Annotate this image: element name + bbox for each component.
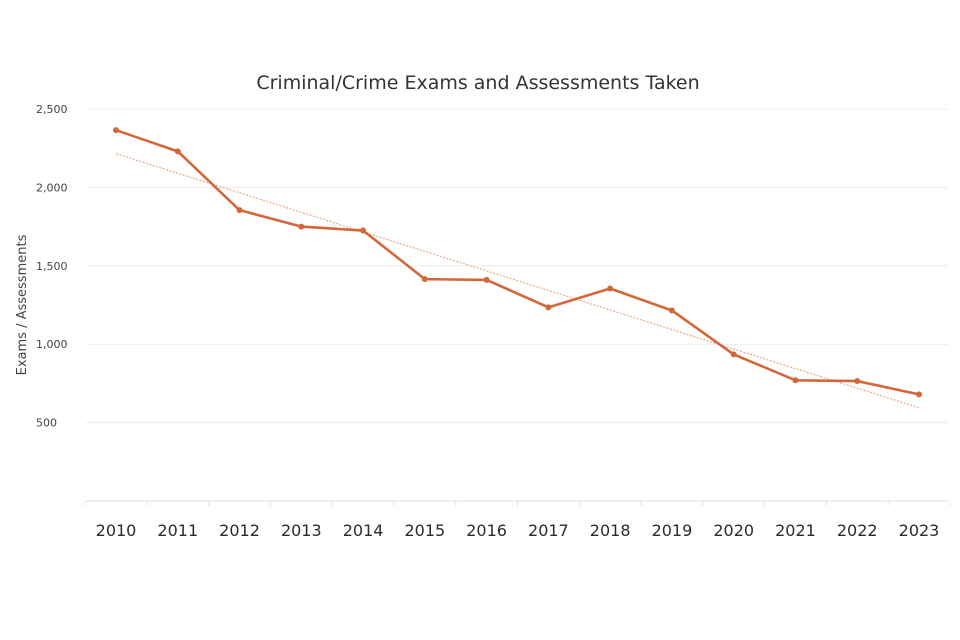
data-point bbox=[607, 285, 614, 292]
x-tick-label: 2013 bbox=[281, 521, 322, 540]
trendline bbox=[115, 153, 920, 409]
data-point bbox=[421, 276, 428, 283]
data-point bbox=[792, 377, 799, 384]
x-tick-label: 2016 bbox=[466, 521, 507, 540]
x-tick-label: 2020 bbox=[713, 521, 754, 540]
x-tick-label: 2021 bbox=[775, 521, 816, 540]
y-tick-label: 500 bbox=[36, 417, 57, 430]
x-tick-label: 2012 bbox=[219, 521, 260, 540]
y-axis-ticks: 500 1,000 1,500 2,000 2,500 bbox=[36, 103, 68, 430]
x-tick-label: 2010 bbox=[96, 521, 137, 540]
data-point bbox=[174, 148, 181, 155]
x-tick-label: 2017 bbox=[528, 521, 569, 540]
data-point bbox=[483, 276, 490, 283]
data-point bbox=[730, 351, 737, 358]
x-tick-label: 2022 bbox=[837, 521, 878, 540]
y-axis-label: Exams / Assessments bbox=[15, 234, 30, 375]
y-tick-label: 1,500 bbox=[36, 260, 68, 273]
gridlines bbox=[84, 108, 951, 506]
x-tick-label: 2015 bbox=[404, 521, 445, 540]
x-tick-label: 2014 bbox=[343, 521, 384, 540]
y-tick-label: 2,500 bbox=[36, 103, 68, 116]
x-tick-label: 2011 bbox=[157, 521, 198, 540]
trendline-layer bbox=[115, 153, 920, 409]
data-point bbox=[854, 378, 861, 385]
x-tick-label: 2019 bbox=[652, 521, 693, 540]
x-tick-label: 2023 bbox=[899, 521, 940, 540]
data-point bbox=[916, 391, 922, 398]
chart-title: Criminal/Crime Exams and Assessments Tak… bbox=[256, 72, 699, 94]
data-point bbox=[236, 207, 243, 214]
y-tick-label: 1,000 bbox=[36, 338, 68, 351]
x-axis-ticks: 2010 2011 2012 2013 2014 2015 2016 2017 2018 2019… bbox=[96, 521, 940, 540]
series-layer bbox=[113, 127, 922, 398]
data-point bbox=[668, 307, 675, 314]
data-point bbox=[298, 223, 305, 230]
data-point bbox=[545, 304, 552, 311]
data-point bbox=[360, 227, 367, 234]
series-line bbox=[114, 128, 921, 396]
y-tick-label: 2,000 bbox=[36, 181, 68, 194]
x-tick-label: 2018 bbox=[590, 521, 631, 540]
data-point bbox=[113, 127, 119, 134]
